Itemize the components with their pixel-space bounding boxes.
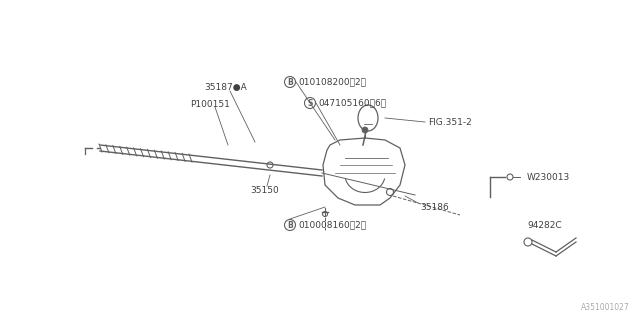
- Text: 010008160（2）: 010008160（2）: [298, 220, 366, 229]
- Text: S: S: [307, 99, 313, 108]
- Circle shape: [362, 127, 368, 133]
- Text: 010108200（2）: 010108200（2）: [298, 77, 366, 86]
- Text: FIG.351-2: FIG.351-2: [428, 117, 472, 126]
- Text: 35187●A: 35187●A: [204, 83, 247, 92]
- Text: B: B: [287, 220, 293, 229]
- Text: 35150: 35150: [250, 186, 279, 195]
- Text: B: B: [287, 77, 293, 86]
- Text: W230013: W230013: [527, 172, 570, 181]
- Text: 94282C: 94282C: [527, 220, 562, 229]
- Text: 35186: 35186: [420, 203, 449, 212]
- Text: 047105160（6）: 047105160（6）: [318, 99, 386, 108]
- Text: P100151: P100151: [190, 100, 230, 108]
- Text: A351001027: A351001027: [581, 303, 630, 312]
